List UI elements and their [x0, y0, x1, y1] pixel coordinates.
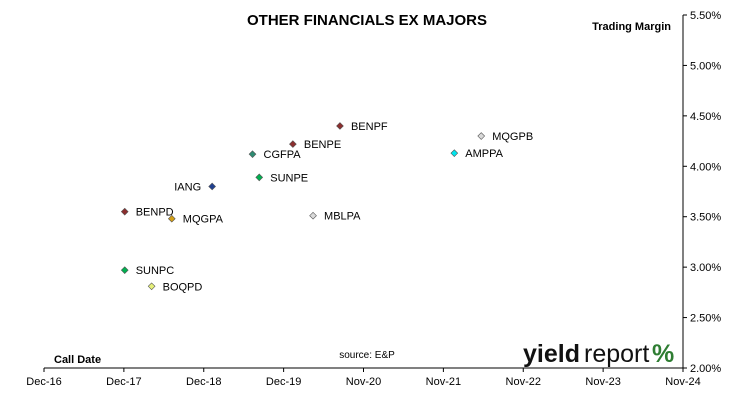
point-label-benpf: BENPF [351, 121, 388, 133]
y-tick-label: 2.50% [690, 313, 721, 325]
logo-text-yield: yield [523, 340, 580, 368]
logo-percent-symbol: % [652, 340, 674, 368]
point-label-sunpe: SUNPE [270, 172, 308, 184]
x-tick-label: Nov-20 [346, 376, 381, 388]
point-benpe [289, 140, 297, 148]
y-tick-label: 4.00% [690, 161, 721, 173]
x-tick-label: Dec-18 [186, 376, 221, 388]
point-sunpe [255, 173, 264, 182]
point-label-benpe: BENPE [304, 139, 341, 151]
point-mqgpa [167, 214, 176, 223]
x-tick-label: Nov-23 [585, 376, 620, 388]
point-cgfpa [248, 150, 257, 159]
yieldreport-logo: yield report % [523, 340, 674, 368]
y-tick-label: 5.00% [690, 60, 721, 72]
point-label-sunpc: SUNPC [136, 265, 175, 277]
point-amppa [450, 149, 459, 157]
x-axis-ticks: Dec-16 Dec-17 Dec-18 Dec-19 Nov-20 Nov-21 Nov-… [26, 368, 701, 388]
point-benpd [120, 207, 129, 216]
point-mqgpb [477, 132, 486, 140]
y-axis-ticks: 2.00% 2.50% 3.00% 3.50% 4.00% 4.50% 5.00% 5.50% [683, 10, 721, 375]
point-label-boqpd: BOQPD [163, 281, 203, 293]
point-label-amppa: AMPPA [465, 148, 503, 160]
point-mblpa [309, 211, 317, 220]
x-tick-label: Nov-24 [665, 376, 700, 388]
y-tick-label: 3.00% [690, 262, 721, 274]
point-label-benpd: BENPD [136, 207, 174, 219]
x-axis-label: Call Date [54, 354, 101, 366]
x-tick-label: Nov-21 [426, 376, 461, 388]
point-sunpc [120, 266, 129, 274]
y-axis-label: Trading Margin [592, 21, 671, 33]
y-tick-label: 2.00% [690, 363, 721, 375]
y-tick-label: 4.50% [690, 111, 721, 123]
x-tick-label: Dec-16 [26, 376, 61, 388]
point-label-mqgpb: MQGPB [492, 131, 533, 143]
source-note: source: E&P [339, 350, 395, 361]
chart-title: OTHER FINANCIALS EX MAJORS [247, 12, 487, 29]
logo-text-report: report [584, 340, 649, 368]
point-label-cgfpa: CGFPA [264, 149, 302, 161]
y-tick-label: 3.50% [690, 212, 721, 224]
point-benpf [336, 122, 344, 130]
point-label-mblpa: MBLPA [324, 211, 361, 223]
point-boqpd [147, 282, 156, 291]
point-label-iang: IANG [174, 181, 201, 193]
point-iang [208, 182, 216, 191]
x-tick-label: Dec-17 [106, 376, 141, 388]
x-tick-label: Nov-22 [506, 376, 541, 388]
y-tick-label: 5.50% [690, 10, 721, 22]
x-tick-label: Dec-19 [266, 376, 301, 388]
point-label-mqgpa: MQGPA [183, 214, 224, 226]
